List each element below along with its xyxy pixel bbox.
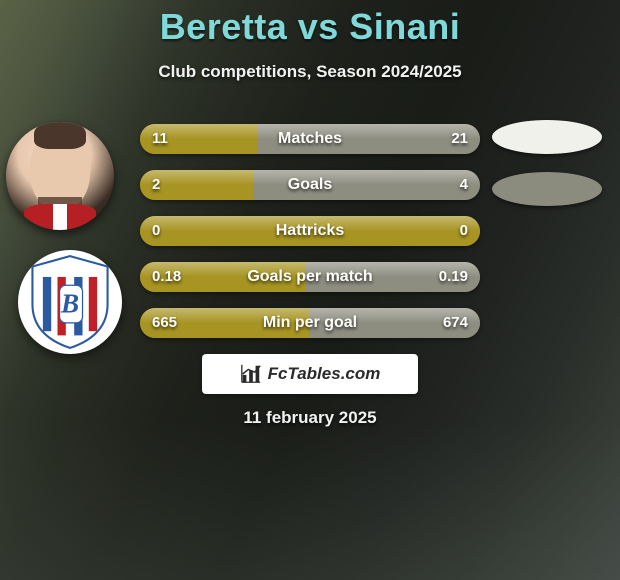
page-subtitle: Club competitions, Season 2024/2025 [0, 62, 620, 82]
stat-bar: 00Hattricks [140, 216, 480, 246]
bar-chart-icon [240, 363, 262, 385]
snapshot-date: 11 february 2025 [0, 408, 620, 428]
stat-label: Goals per match [140, 262, 480, 292]
player1-avatar [6, 122, 114, 230]
comparison-infographic: Beretta vs Sinani Club competitions, Sea… [0, 0, 620, 580]
stat-bar: 1121Matches [140, 124, 480, 154]
player2-club-badge: B [18, 250, 122, 354]
player1-jersey-placeholder [24, 204, 96, 230]
stat-bars: 1121Matches 24Goals 00Hattricks 0.180.19Goa… [140, 124, 480, 354]
stat-bar: 0.180.19Goals per match [140, 262, 480, 292]
club-shield-icon: B [28, 254, 112, 350]
stat-label: Min per goal [140, 308, 480, 338]
stat-bar: 24Goals [140, 170, 480, 200]
stat-label: Goals [140, 170, 480, 200]
stat-bar: 665674Min per goal [140, 308, 480, 338]
watermark-text: FcTables.com [268, 364, 381, 384]
player1-face-placeholder [30, 133, 90, 211]
player2-indicator-top [492, 120, 602, 154]
stat-label: Matches [140, 124, 480, 154]
page-title: Beretta vs Sinani [0, 0, 620, 48]
fctables-watermark[interactable]: FcTables.com [202, 354, 418, 394]
player2-indicator-bottom [492, 172, 602, 206]
stat-label: Hattricks [140, 216, 480, 246]
svg-text:B: B [60, 288, 79, 318]
